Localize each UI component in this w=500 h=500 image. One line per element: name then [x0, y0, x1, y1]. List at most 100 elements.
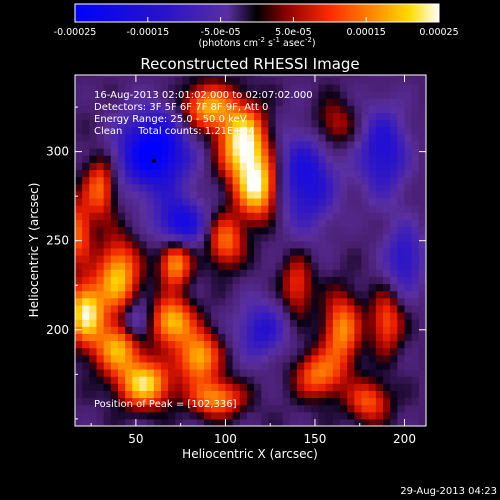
heatmap-cell [146, 290, 155, 299]
heatmap-cell [160, 183, 169, 192]
heatmap-cell [368, 212, 377, 220]
heatmap-cell [347, 197, 355, 206]
heatmap-cell [361, 418, 370, 426]
heatmap-cell [411, 233, 420, 242]
heatmap-cell [125, 283, 133, 292]
heatmap-cell [196, 162, 205, 171]
heatmap-cell [225, 75, 234, 78]
heatmap-cell [239, 219, 248, 228]
heatmap-cell [232, 326, 241, 334]
heatmap-cell [254, 197, 262, 206]
heatmap-cell [354, 397, 363, 406]
heatmap-cell [82, 283, 90, 292]
heatmap-cell [268, 262, 277, 270]
heatmap-cell [347, 233, 355, 242]
heatmap-cell [153, 126, 162, 135]
heatmap-cell [282, 219, 291, 228]
heatmap-cell [332, 190, 341, 199]
heatmap-cell [146, 83, 155, 92]
heatmap-cell [160, 269, 169, 277]
heatmap-cell [211, 197, 219, 206]
heatmap-cell [182, 262, 191, 270]
heatmap-cell [146, 75, 155, 78]
heatmap-cell [225, 283, 234, 292]
heatmap-cell [318, 411, 327, 420]
heatmap-cell [311, 326, 320, 334]
heatmap-cell [411, 333, 420, 342]
heatmap-cell [96, 361, 105, 370]
heatmap-cell [289, 76, 298, 85]
heatmap-cell [340, 76, 348, 85]
heatmap-cell [117, 240, 126, 249]
heatmap-cell [103, 240, 112, 249]
heatmap-cell [239, 226, 248, 235]
heatmap-cell [103, 347, 112, 356]
heatmap-cell [254, 418, 262, 426]
y-tick-label: 200 [46, 323, 69, 337]
heatmap-cell [390, 397, 398, 406]
heatmap-cell [89, 418, 98, 426]
heatmap-cell [383, 119, 391, 128]
heatmap-cell [289, 390, 298, 399]
heatmap-cell [404, 411, 413, 420]
heatmap-cell [168, 240, 176, 249]
heatmap-cell [218, 212, 227, 220]
heatmap-cell [254, 162, 262, 171]
heatmap-cell [196, 347, 205, 356]
heatmap-cell [261, 140, 269, 149]
heatmap-cell [182, 219, 191, 228]
heatmap-cell [160, 176, 169, 185]
heatmap-cell [110, 219, 119, 228]
heatmap-cell [397, 368, 406, 377]
heatmap-cell [175, 418, 184, 426]
heatmap-cell [375, 397, 384, 406]
heatmap-cell [304, 283, 312, 292]
heatmap-cell [110, 326, 119, 334]
heatmap-cell [203, 418, 212, 426]
heatmap-cell [132, 326, 141, 334]
heatmap-cell [189, 119, 198, 128]
heatmap-cell [82, 290, 90, 299]
heatmap-cell [375, 311, 384, 320]
heatmap-cell [297, 233, 305, 242]
heatmap-cell [203, 304, 212, 313]
heatmap-cell [368, 219, 377, 228]
heatmap-cell [340, 190, 348, 199]
heatmap-cell [383, 247, 391, 256]
heatmap-cell [175, 83, 184, 92]
heatmap-cell [89, 404, 98, 413]
heatmap-cell [411, 212, 420, 220]
heatmap-cell [282, 205, 291, 213]
heatmap-cell [375, 319, 384, 327]
heatmap-cell [82, 98, 90, 106]
heatmap-cell [96, 376, 105, 384]
heatmap-cell [89, 311, 98, 320]
heatmap-cell [325, 212, 334, 220]
heatmap-cell [383, 190, 391, 199]
heatmap-cell [203, 276, 212, 285]
heatmap-cell [110, 212, 119, 220]
heatmap-cell [289, 361, 298, 370]
heatmap-cell [418, 311, 426, 320]
heatmap-cell [196, 176, 205, 185]
heatmap-cell [418, 126, 426, 135]
heatmap-cell [268, 190, 277, 199]
heatmap-cell [354, 83, 363, 92]
heatmap-cell [75, 247, 83, 256]
heatmap-cell [254, 98, 262, 106]
heatmap-cell [203, 340, 212, 349]
heatmap-cell [261, 262, 269, 270]
heatmap-cell [390, 418, 398, 426]
heatmap-cell [318, 404, 327, 413]
heatmap-cell [160, 254, 169, 263]
heatmap-cell [132, 105, 141, 114]
heatmap-cell [82, 148, 90, 156]
heatmap-cell [404, 340, 413, 349]
heatmap-cell [354, 290, 363, 299]
heatmap-cell [282, 240, 291, 249]
heatmap-cell [168, 297, 176, 306]
heatmap-cell [146, 197, 155, 206]
heatmap-cell [160, 340, 169, 349]
heatmap-cell [146, 404, 155, 413]
heatmap-cell [168, 290, 176, 299]
